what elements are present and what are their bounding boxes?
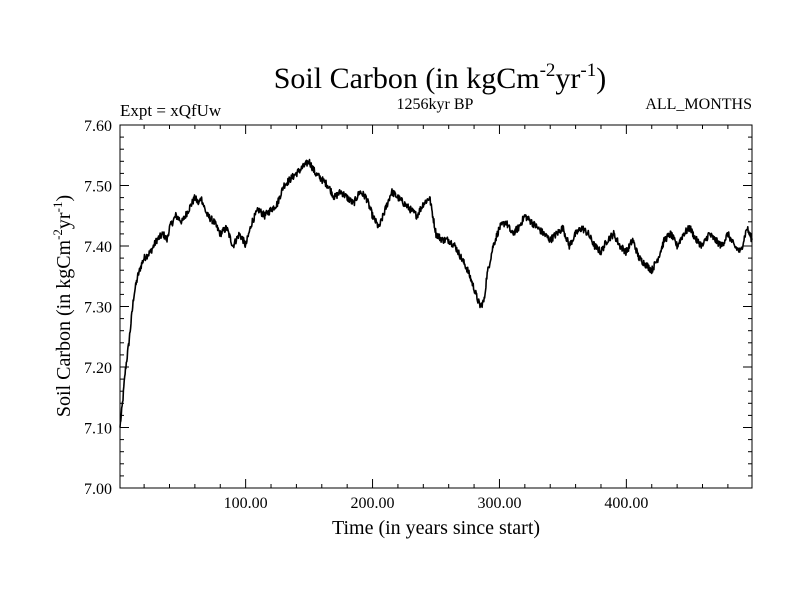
y-tick-label: 7.10: [84, 421, 112, 438]
x-axis-tick-labels: 100.00 200.00 300.00 400.00: [224, 495, 649, 512]
experiment-label: Expt = xQfUw: [120, 101, 222, 120]
plot-area-frame: [119, 124, 753, 489]
y-tick-label: 7.30: [84, 300, 112, 317]
y-tick-label: 7.00: [84, 481, 112, 498]
y-tick-label: 7.20: [84, 360, 112, 377]
x-tick-label: 200.00: [351, 495, 395, 512]
x-tick-label: 300.00: [477, 495, 521, 512]
x-axis-label: Time (in years since start): [332, 517, 540, 539]
axis-ticks: [120, 124, 752, 489]
months-label: ALL_MONTHS: [645, 96, 752, 113]
y-tick-label: 7.50: [84, 179, 112, 196]
y-tick-label: 7.40: [84, 239, 112, 256]
period-label: 1256kyr BP: [397, 96, 474, 113]
x-tick-label: 400.00: [604, 495, 648, 512]
y-axis-tick-labels: 7.00 7.10 7.20 7.30 7.40 7.50 7.60: [84, 118, 112, 498]
y-tick-label: 7.60: [84, 118, 112, 135]
x-tick-label: 100.00: [224, 495, 268, 512]
chart-title: Soil Carbon (in kgCm-2yr-1): [274, 60, 607, 95]
soil-carbon-series-line: [119, 158, 753, 428]
y-axis-label: Soil Carbon (in kgCm-2yr-1): [50, 195, 75, 417]
